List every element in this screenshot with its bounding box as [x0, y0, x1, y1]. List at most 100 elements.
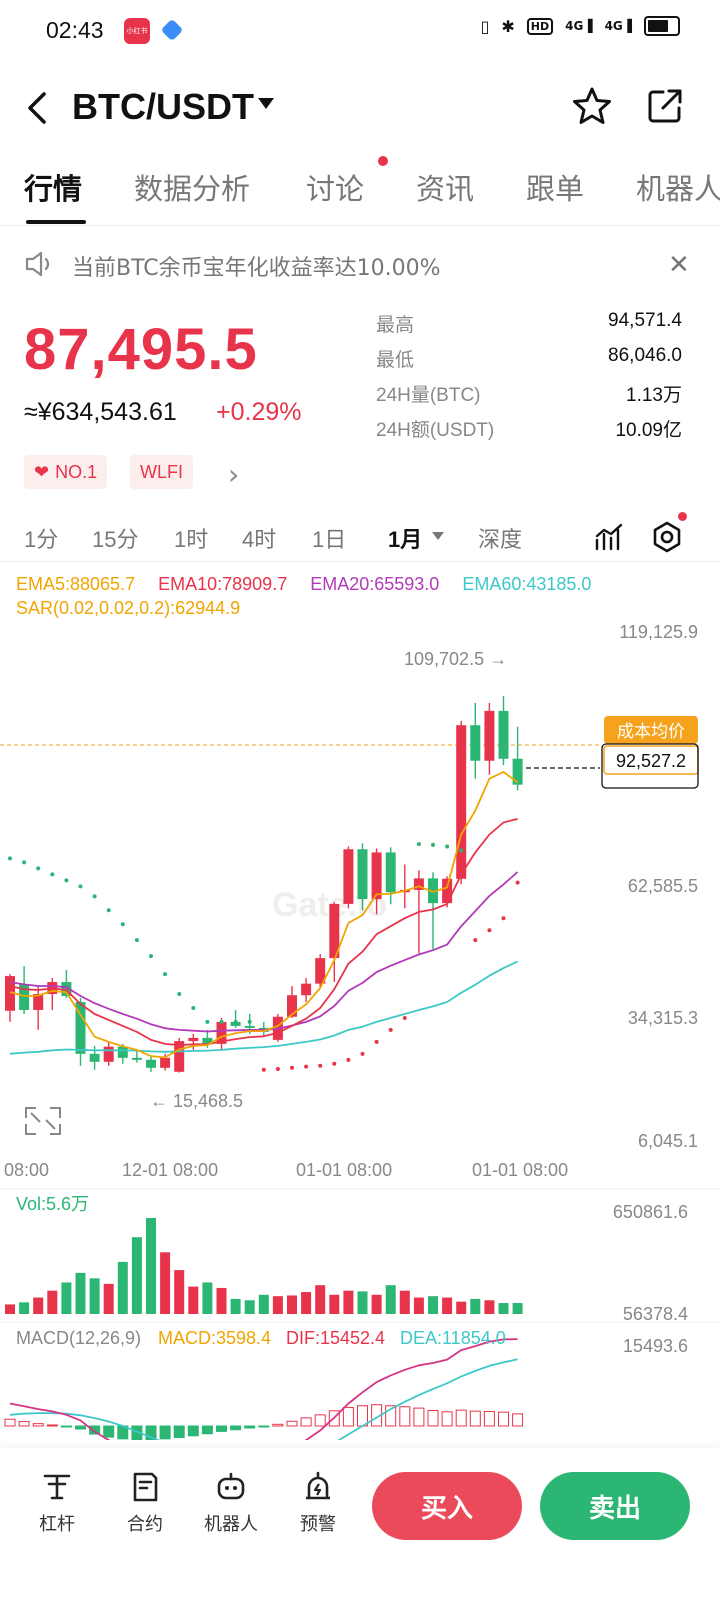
buy-button[interactable]: 买入	[372, 1472, 522, 1540]
volume-bar	[315, 1285, 326, 1314]
candle-body	[343, 849, 354, 904]
volume-bar	[188, 1286, 199, 1314]
interval-1m[interactable]: 1分	[24, 527, 59, 552]
sar-dot	[402, 1015, 407, 1020]
indicator-icon[interactable]	[594, 522, 624, 552]
notice-text: 当前BTC余币宝年化收益率达10.00%	[72, 256, 441, 281]
stat-value: 10.09亿	[615, 420, 682, 441]
sar-dot	[78, 884, 83, 889]
cny-price: ≈¥634,543.61	[24, 398, 177, 426]
cost-value: 92,527.2	[616, 751, 686, 771]
sar-dot	[247, 1019, 252, 1024]
candle-body	[202, 1037, 213, 1044]
ticker-stats: 最高 94,571.4 最低 86,046.0 24H量(BTC) 1.13万 …	[376, 306, 696, 446]
wlfi-tag-label: WLFI	[140, 461, 183, 482]
contract-label: 合约	[127, 1514, 163, 1535]
expand-icon[interactable]	[25, 1107, 61, 1135]
contract-button[interactable]: 合约	[110, 1470, 180, 1536]
settings-dot	[678, 512, 687, 521]
volume-bar	[456, 1301, 467, 1314]
candle-body	[160, 1057, 171, 1068]
candle-body	[442, 878, 453, 904]
rank-tag[interactable]: ❤ NO.1	[24, 455, 108, 489]
caret-down-icon[interactable]	[432, 532, 444, 540]
robot-button[interactable]: 机器人	[196, 1470, 266, 1536]
tab-data-analysis[interactable]: 数据分析	[134, 172, 251, 206]
volume-bar	[75, 1272, 86, 1314]
interval-1month[interactable]: 1月	[388, 527, 423, 552]
candle-body	[188, 1037, 199, 1042]
dif-line	[9, 1338, 518, 1440]
star-icon[interactable]	[572, 86, 612, 126]
interval-depth[interactable]: 深度	[478, 527, 523, 552]
stat-label: 最低	[376, 350, 415, 371]
volume-bar	[174, 1270, 185, 1314]
low-marker: ← 15,468.5	[150, 1091, 243, 1111]
x-tick-1: 08:00	[4, 1160, 49, 1180]
interval-1h[interactable]: 1时	[174, 527, 209, 552]
dea-line	[9, 1358, 518, 1440]
sell-button[interactable]: 卖出	[540, 1472, 690, 1540]
ema10-label: EMA10:78909.7	[158, 574, 288, 594]
candle-body	[484, 710, 495, 761]
candle-body	[456, 725, 467, 879]
candle-body	[103, 1046, 114, 1062]
macd-histogram-bar	[300, 1417, 312, 1427]
sar-dot	[191, 1005, 196, 1010]
volume-tick-top: 650861.6	[613, 1202, 688, 1222]
volume-label: Vol:5.6万	[16, 1194, 89, 1214]
candle-body	[498, 710, 509, 759]
candle-body	[385, 852, 396, 893]
candle-body	[428, 878, 438, 904]
sar-dot	[36, 866, 41, 871]
share-icon[interactable]	[645, 86, 685, 126]
close-icon[interactable]: ✕	[668, 250, 690, 280]
volume-bar	[301, 1292, 312, 1314]
alarm-button[interactable]: 预警	[283, 1470, 353, 1536]
tab-copy-trading[interactable]: 跟单	[526, 172, 585, 206]
macd-histogram-bar	[483, 1410, 495, 1427]
wlfi-tag[interactable]: WLFI	[130, 455, 193, 489]
sar-dot	[515, 880, 520, 885]
notice-banner[interactable]: 当前BTC余币宝年化收益率达10.00% ✕	[0, 238, 720, 294]
tab-market[interactable]: 行情	[24, 172, 83, 206]
cost-badge-bg	[604, 716, 698, 744]
interval-1d[interactable]: 1日	[312, 527, 347, 552]
tab-discussion[interactable]: 讨论	[306, 172, 365, 206]
candle-body	[117, 1046, 128, 1058]
back-icon[interactable]	[24, 90, 54, 126]
pair-title[interactable]: BTC/USDT	[72, 86, 254, 127]
sar-dot	[473, 938, 478, 943]
price-chart[interactable]: Gate.io 119,125.9 62,585.5 34,315.3 6,04…	[0, 620, 720, 1440]
macd-histogram-bar	[455, 1409, 467, 1427]
sar-dot	[261, 1067, 266, 1072]
interval-15m[interactable]: 15分	[92, 527, 139, 552]
bottom-action-bar: 杠杆 合约 机器人 预警 买入 卖出	[0, 1448, 720, 1600]
change-percent: +0.29%	[216, 398, 302, 426]
macd-histogram-bar	[469, 1410, 481, 1427]
interval-4h[interactable]: 4时	[242, 527, 277, 552]
candle-body	[33, 994, 44, 1010]
sar-dot	[134, 938, 139, 943]
cost-badge[interactable]: 成本均价 92,527.2	[601, 716, 699, 789]
volume-bar	[413, 1297, 424, 1314]
ema10-line	[9, 818, 518, 1047]
tab-active-indicator	[26, 220, 86, 224]
settings-icon[interactable]	[650, 520, 684, 554]
stat-label: 24H量(BTC)	[376, 385, 481, 406]
sar-dot	[501, 916, 506, 921]
ema20-line	[9, 871, 519, 1033]
ema5-line	[9, 770, 519, 1059]
sar-dot	[205, 1019, 210, 1024]
tab-news[interactable]: 资讯	[416, 172, 475, 206]
chevron-right-icon[interactable]: ›	[228, 458, 240, 491]
xiaohongshu-app-icon: 小红书	[124, 18, 150, 44]
leverage-button[interactable]: 杠杆	[22, 1470, 92, 1536]
volume-bar	[470, 1298, 481, 1314]
volume-bar	[498, 1303, 509, 1314]
caret-down-icon[interactable]	[258, 98, 274, 109]
candle-body	[146, 1059, 156, 1068]
tab-bots[interactable]: 机器人	[636, 172, 720, 206]
volume-bar	[146, 1218, 156, 1314]
y-tick-top: 119,125.9	[619, 622, 698, 642]
